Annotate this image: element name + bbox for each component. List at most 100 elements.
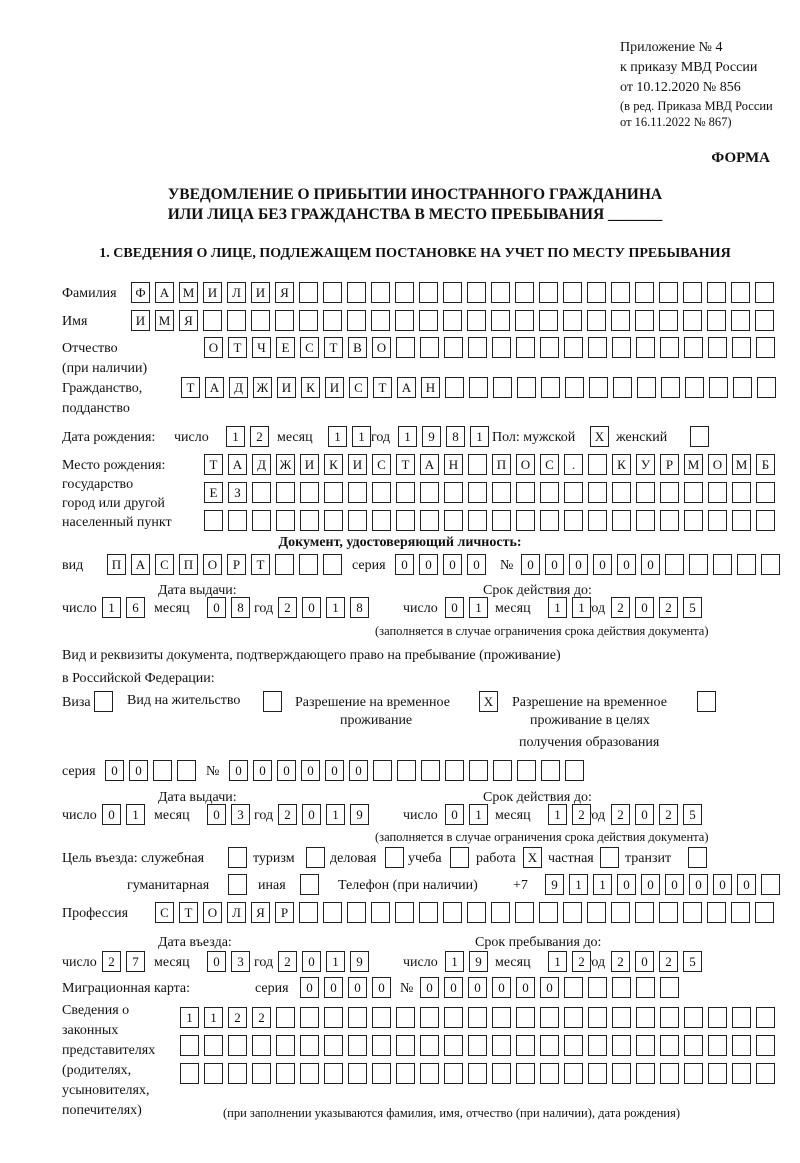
input-cell-rd-valid-year[interactable]: 5: [683, 804, 702, 825]
input-cell-citizenship[interactable]: [685, 377, 704, 398]
input-cell-pob3[interactable]: [636, 510, 655, 531]
input-cell-rd-series[interactable]: 0: [105, 760, 124, 781]
input-cell-doc-kind[interactable]: О: [203, 554, 222, 575]
input-cell-pob2[interactable]: [564, 482, 583, 503]
input-cell-phone[interactable]: 9: [545, 874, 564, 895]
input-cell-rep2[interactable]: [708, 1035, 727, 1056]
input-cell-rep2[interactable]: [564, 1035, 583, 1056]
input-cell-profession[interactable]: [491, 902, 510, 923]
input-cell-rep3[interactable]: [180, 1063, 199, 1084]
input-cell-name[interactable]: [755, 310, 774, 331]
input-cell-stay-month[interactable]: 1: [548, 951, 567, 972]
input-cell-name[interactable]: [395, 310, 414, 331]
input-cell-rep2[interactable]: [444, 1035, 463, 1056]
input-cell-rd-valid-day[interactable]: 0: [445, 804, 464, 825]
input-cell-patronymic[interactable]: [540, 337, 559, 358]
input-cell-pob2[interactable]: [612, 482, 631, 503]
input-cell-pob2[interactable]: [324, 482, 343, 503]
input-cell-doc-kind[interactable]: А: [131, 554, 150, 575]
input-cell-pob1[interactable]: П: [492, 454, 511, 475]
input-cell-citizenship[interactable]: [709, 377, 728, 398]
checkbox-p-private[interactable]: [600, 847, 619, 868]
input-cell-pob2[interactable]: [636, 482, 655, 503]
input-cell-phone[interactable]: 0: [617, 874, 636, 895]
input-cell-rd-valid-day[interactable]: 1: [469, 804, 488, 825]
input-cell-surname[interactable]: [635, 282, 654, 303]
input-cell-rd-number[interactable]: [469, 760, 488, 781]
input-cell-patronymic[interactable]: [708, 337, 727, 358]
input-cell-dob-day[interactable]: 1: [226, 426, 245, 447]
input-cell-mc-number[interactable]: [636, 977, 655, 998]
input-cell-profession[interactable]: О: [203, 902, 222, 923]
input-cell-surname[interactable]: И: [203, 282, 222, 303]
input-cell-rd-number[interactable]: [517, 760, 536, 781]
input-cell-doc-issue-month[interactable]: 0: [207, 597, 226, 618]
input-cell-rep2[interactable]: [588, 1035, 607, 1056]
input-cell-name[interactable]: [203, 310, 222, 331]
input-cell-pob3[interactable]: [612, 510, 631, 531]
input-cell-rep2[interactable]: [324, 1035, 343, 1056]
input-cell-name[interactable]: [251, 310, 270, 331]
input-cell-rep2[interactable]: [252, 1035, 271, 1056]
checkbox-p-work[interactable]: X: [523, 847, 542, 868]
input-cell-surname[interactable]: [539, 282, 558, 303]
input-cell-rep1[interactable]: [540, 1007, 559, 1028]
input-cell-rd-number[interactable]: [493, 760, 512, 781]
input-cell-pob3[interactable]: [396, 510, 415, 531]
input-cell-name[interactable]: [323, 310, 342, 331]
input-cell-rep1[interactable]: [588, 1007, 607, 1028]
input-cell-pob2[interactable]: [444, 482, 463, 503]
input-cell-doc-number[interactable]: [665, 554, 684, 575]
input-cell-profession[interactable]: [395, 902, 414, 923]
checkbox-p-humanitarian[interactable]: [228, 874, 247, 895]
input-cell-rep3[interactable]: [300, 1063, 319, 1084]
input-cell-rep3[interactable]: [468, 1063, 487, 1084]
input-cell-rep3[interactable]: [660, 1063, 679, 1084]
input-cell-mc-number[interactable]: 0: [540, 977, 559, 998]
input-cell-phone[interactable]: 1: [569, 874, 588, 895]
input-cell-profession[interactable]: [347, 902, 366, 923]
input-cell-rd-issue-month[interactable]: 0: [207, 804, 226, 825]
input-cell-rep3[interactable]: [588, 1063, 607, 1084]
input-cell-rep2[interactable]: [732, 1035, 751, 1056]
checkbox-p-study[interactable]: [450, 847, 469, 868]
input-cell-mc-series[interactable]: 0: [300, 977, 319, 998]
input-cell-pob2[interactable]: [588, 482, 607, 503]
input-cell-rep2[interactable]: [540, 1035, 559, 1056]
input-cell-pob1[interactable]: Д: [252, 454, 271, 475]
input-cell-patronymic[interactable]: [468, 337, 487, 358]
input-cell-doc-valid-day[interactable]: 0: [445, 597, 464, 618]
input-cell-doc-number[interactable]: 0: [545, 554, 564, 575]
input-cell-profession[interactable]: Т: [179, 902, 198, 923]
input-cell-pob1[interactable]: Р: [660, 454, 679, 475]
input-cell-stay-year[interactable]: 0: [635, 951, 654, 972]
input-cell-citizenship[interactable]: А: [397, 377, 416, 398]
input-cell-profession[interactable]: Р: [275, 902, 294, 923]
input-cell-surname[interactable]: [707, 282, 726, 303]
input-cell-surname[interactable]: [611, 282, 630, 303]
input-cell-name[interactable]: [443, 310, 462, 331]
input-cell-doc-issue-year[interactable]: 1: [326, 597, 345, 618]
input-cell-patronymic[interactable]: С: [300, 337, 319, 358]
input-cell-rep1[interactable]: 1: [180, 1007, 199, 1028]
input-cell-pob1[interactable]: А: [228, 454, 247, 475]
input-cell-rep1[interactable]: [348, 1007, 367, 1028]
input-cell-rd-issue-year[interactable]: 2: [278, 804, 297, 825]
input-cell-pob1[interactable]: О: [708, 454, 727, 475]
input-cell-pob1[interactable]: [468, 454, 487, 475]
input-cell-profession[interactable]: [683, 902, 702, 923]
input-cell-name[interactable]: [659, 310, 678, 331]
input-cell-pob1[interactable]: К: [612, 454, 631, 475]
input-cell-entry-year[interactable]: 2: [278, 951, 297, 972]
input-cell-pob2[interactable]: [756, 482, 775, 503]
input-cell-doc-number[interactable]: 0: [641, 554, 660, 575]
input-cell-rd-number[interactable]: [565, 760, 584, 781]
input-cell-rep3[interactable]: [708, 1063, 727, 1084]
input-cell-pob2[interactable]: [396, 482, 415, 503]
input-cell-citizenship[interactable]: Ж: [253, 377, 272, 398]
input-cell-rep3[interactable]: [540, 1063, 559, 1084]
input-cell-doc-valid-year[interactable]: 5: [683, 597, 702, 618]
input-cell-dob-year[interactable]: 9: [422, 426, 441, 447]
input-cell-name[interactable]: [707, 310, 726, 331]
input-cell-pob2[interactable]: З: [228, 482, 247, 503]
